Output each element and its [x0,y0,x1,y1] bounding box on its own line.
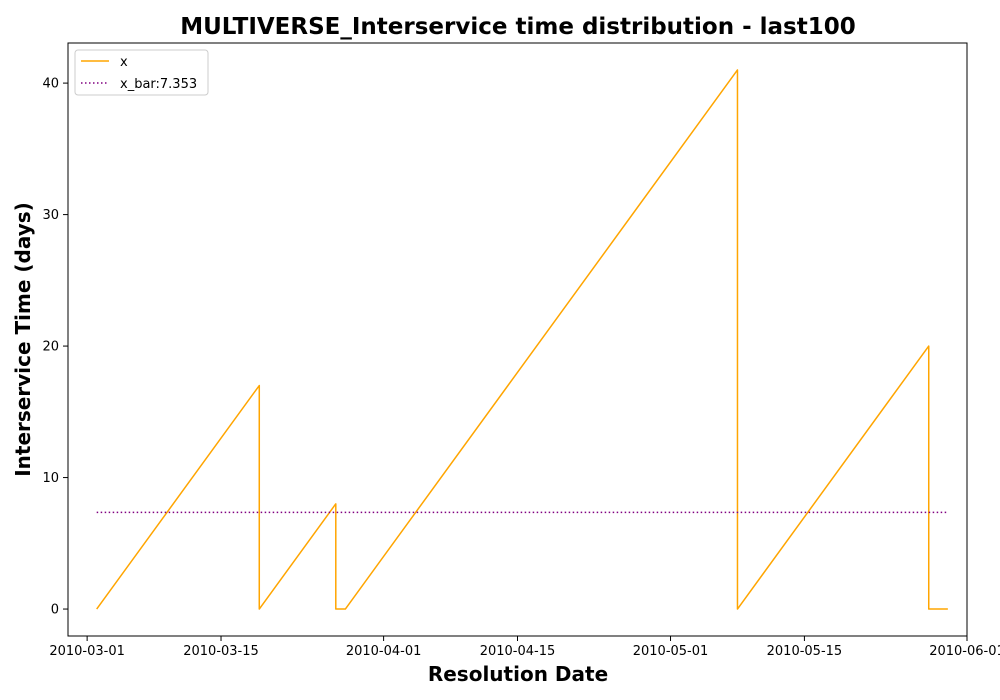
y-axis: 0 10 20 30 40 [42,77,68,618]
y-tick-label: 40 [42,77,59,92]
x-tick-label: 2010-05-15 [767,644,843,659]
x-tick-label: 2010-03-01 [49,644,125,659]
x-tick-label: 2010-05-01 [633,644,709,659]
plot-area [68,43,967,636]
x-tick-label: 2010-04-15 [480,644,556,659]
x-tick-label: 2010-06-01 [929,644,1000,659]
series-line-x [96,69,948,610]
series-layer [96,69,948,610]
x-axis-label: Resolution Date [428,662,608,686]
x-tick-label: 2010-03-15 [183,644,259,659]
chart-title: MULTIVERSE_Interservice time distributio… [180,14,856,40]
y-tick-label: 10 [42,471,59,486]
y-tick-label: 20 [42,340,59,355]
x-axis: 2010-03-01 2010-03-15 2010-04-01 2010-04-15… [49,636,1000,659]
legend-label-x: x [120,55,128,70]
y-axis-label: Interservice Time (days) [11,202,35,477]
x-tick-label: 2010-04-01 [346,644,422,659]
legend-label-x-bar: x_bar:7.353 [120,77,197,92]
legend: x x_bar:7.353 [74,49,209,96]
y-tick-label: 0 [51,603,59,618]
y-tick-label: 30 [42,208,59,223]
